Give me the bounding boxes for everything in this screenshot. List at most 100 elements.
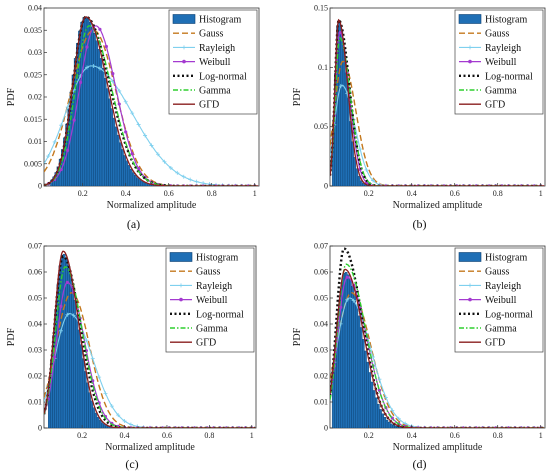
curve-gamma (44, 25, 259, 186)
legend-item: Rayleigh (459, 281, 521, 292)
legend-label: Log-normal (485, 71, 533, 82)
legend-item: Rayleigh (173, 43, 235, 54)
histogram-bar (114, 126, 118, 186)
legend-label: Rayleigh (196, 281, 232, 292)
histogram-bar (377, 403, 380, 428)
legend-label: Rayleigh (199, 43, 235, 54)
legend-label: Log-normal (196, 309, 244, 320)
y-tick-label: 0.05 (314, 294, 328, 303)
y-tick-label: 0.03 (28, 346, 42, 355)
legend-item: Histogram (172, 14, 241, 26)
legend-label: Weibull (199, 57, 231, 68)
y-tick-label: 0.035 (24, 26, 42, 35)
legend-item: Gauss (170, 267, 221, 278)
y-axis-label: PDF (6, 87, 17, 106)
histogram-bar (110, 108, 114, 186)
curve-marker (78, 80, 83, 84)
curve-marker (175, 170, 180, 175)
histogram-bar (383, 417, 387, 428)
curve-marker (53, 355, 57, 359)
panel-b: 0.2 0.4 0.6 0.8 1 0 0.05 0.1 0.15 Normalized ampl… (292, 4, 546, 231)
x-tick-label: 0.6 (162, 431, 172, 440)
curve-marker (66, 148, 70, 152)
x-tick-label: 1 (253, 189, 257, 198)
curve-marker (364, 167, 369, 172)
histogram-bar (372, 390, 376, 428)
x-tick-label: 0.8 (204, 431, 214, 440)
legend-label: Gamma (199, 86, 231, 97)
y-tick-label: 0.01 (314, 398, 328, 407)
legend-label: Histogram (485, 15, 527, 26)
curve-marker (124, 130, 128, 134)
histogram-bar (106, 88, 109, 186)
legend-label: Log-normal (199, 71, 247, 82)
x-tick-label: 0.8 (493, 189, 503, 198)
histogram-bar (62, 254, 66, 428)
curve-marker (85, 45, 89, 49)
histogram-bar (390, 423, 393, 428)
legend-item: Gauss (173, 29, 224, 40)
histogram-bar (140, 180, 144, 186)
legend: Histogram Gauss Rayleigh Weibull Log-normal G… (454, 247, 544, 353)
curve-marker (90, 356, 95, 361)
curve-marker (111, 72, 115, 76)
histogram-bar (96, 416, 100, 428)
curve-marker (97, 66, 102, 71)
histogram-bar (99, 58, 103, 186)
y-tick-label: 0.03 (28, 48, 42, 57)
legend-item: Gamma (459, 324, 517, 335)
y-tick-label: 0.04 (28, 4, 42, 13)
histogram-bar (347, 97, 350, 186)
panel-a: 0.2 0.4 0.6 0.8 1 0 0.005 0.01 0.015 0.02 0.025 0.0… (6, 4, 260, 231)
histogram-bar (366, 361, 369, 428)
histogram-bar (101, 422, 104, 428)
histogram-bar (108, 98, 111, 186)
x-tick-label: 0.4 (120, 431, 130, 440)
curve-marker (52, 139, 57, 144)
curve-marker (128, 422, 133, 427)
x-tick-label: 0.2 (364, 189, 374, 198)
histogram-bar (94, 412, 98, 428)
histogram-bar (387, 421, 391, 428)
histogram-bar (349, 279, 352, 428)
legend-item: Weibull (459, 57, 517, 68)
legend: Histogram Gauss Rayleigh Weibull Log-normal G… (454, 9, 544, 115)
histogram-bar (340, 30, 344, 186)
x-tick-label: 0.4 (407, 431, 417, 440)
legend-item: GΓD (459, 338, 505, 349)
curve-marker (71, 313, 76, 318)
curve-marker (130, 111, 135, 116)
curve-marker (143, 133, 148, 138)
curve-marker (58, 328, 63, 333)
legend-label: GΓD (199, 100, 219, 111)
x-axis-label: Normalized amplitude (393, 442, 483, 453)
curve-marker (390, 408, 395, 413)
x-tick-label: 0.4 (121, 189, 131, 198)
histogram-bar (98, 420, 102, 428)
legend-label: Histogram (199, 15, 241, 26)
histogram-bar (90, 400, 93, 428)
curve-marker (155, 152, 160, 157)
legend-item: Log-normal (459, 309, 533, 320)
curve-marker (85, 65, 89, 70)
histogram-bar (123, 155, 126, 186)
histogram-bar (394, 425, 397, 428)
legend-label: Gamma (196, 324, 228, 335)
x-tick-label: 0.6 (164, 189, 174, 198)
histogram-bar (84, 16, 88, 186)
histogram-bar (116, 134, 120, 186)
curve-marker (345, 275, 349, 279)
curve-marker (72, 118, 76, 122)
y-tick-label: 0.04 (314, 320, 328, 329)
histogram-bar (357, 315, 361, 428)
curve-g-d (44, 16, 259, 186)
curve-marker (345, 297, 350, 302)
histogram-bar (344, 272, 348, 428)
x-tick-label: 0.8 (493, 431, 503, 440)
curve-g-d (330, 268, 545, 428)
legend-label: Gauss (199, 29, 224, 40)
curve-g-d (330, 18, 545, 186)
curve-rayleigh (330, 84, 545, 186)
y-tick-label: 0.005 (24, 159, 42, 168)
